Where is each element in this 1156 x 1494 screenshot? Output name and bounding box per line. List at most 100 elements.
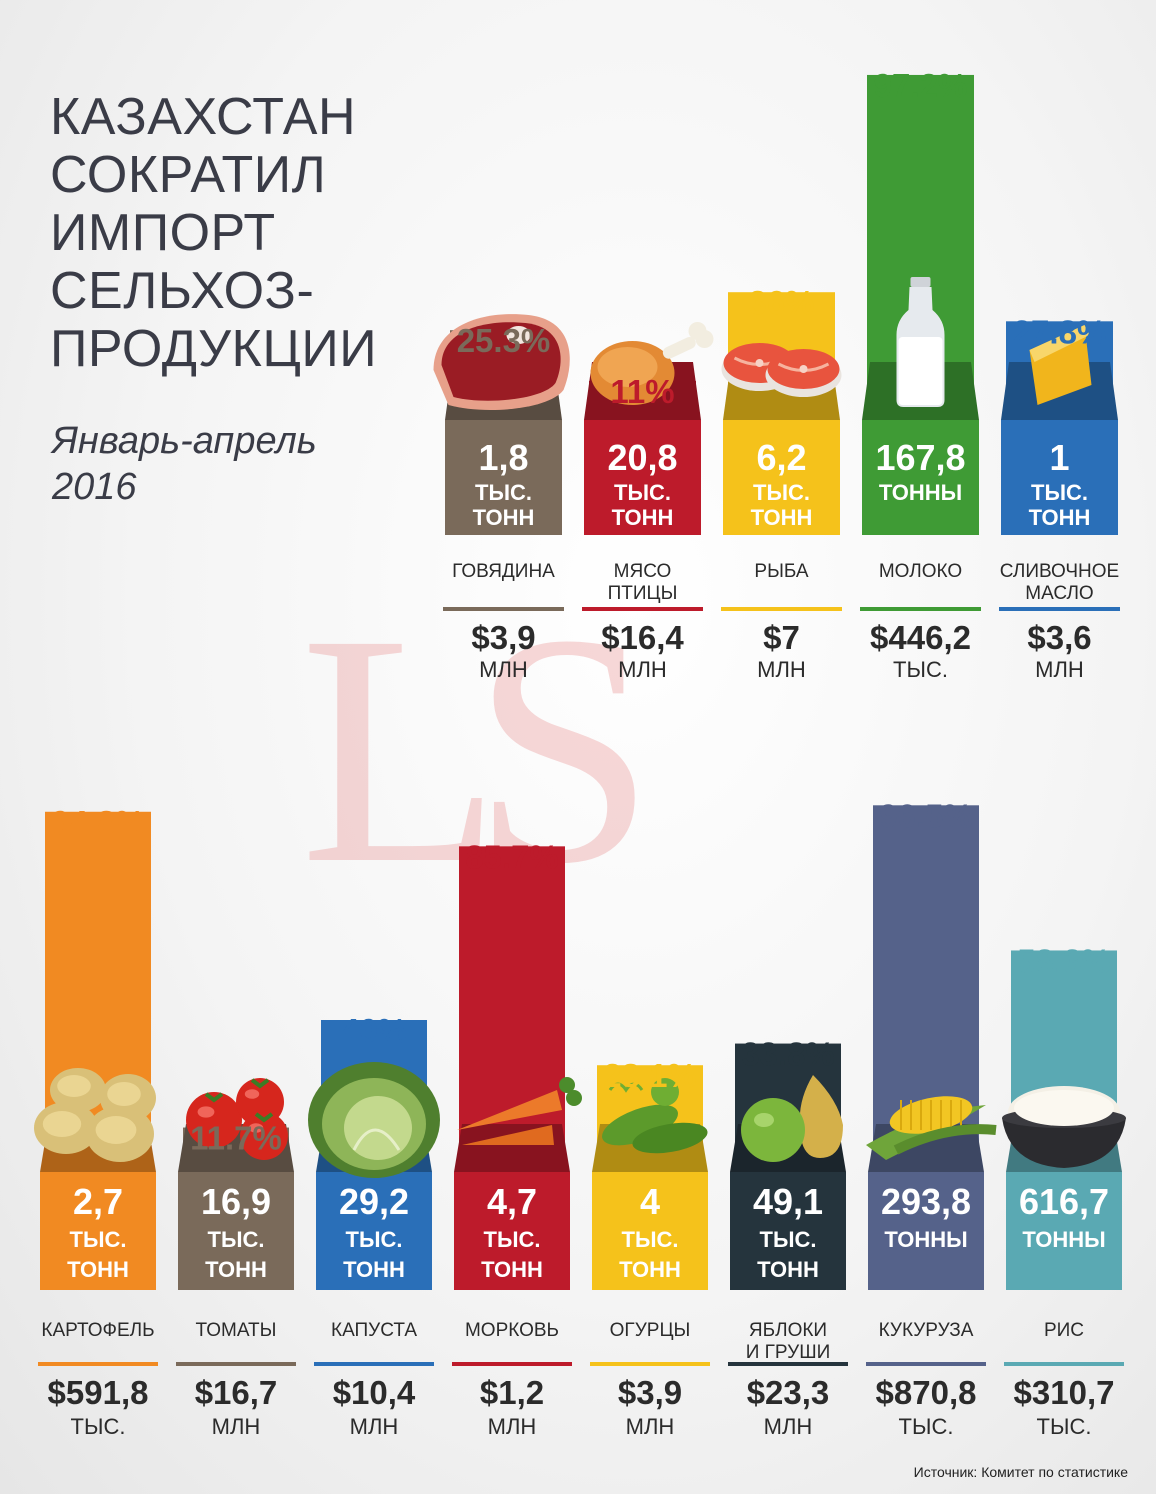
volume-box bbox=[1006, 1172, 1122, 1290]
category-underline bbox=[999, 607, 1120, 611]
category-label: МАСЛО bbox=[1025, 583, 1093, 604]
steak-icon bbox=[433, 314, 570, 410]
percent-label: 11% bbox=[610, 373, 674, 410]
source-note: Источник: Комитет по статистике bbox=[913, 1464, 1128, 1480]
volume-unit: ТОНН bbox=[612, 505, 674, 530]
chicken-leg-icon bbox=[590, 322, 714, 405]
cost-value: $310,7 bbox=[1014, 1374, 1115, 1411]
volume-unit: ТЫС. bbox=[614, 480, 671, 505]
title-line: СОКРАТИЛ bbox=[50, 146, 327, 204]
category-underline bbox=[728, 1362, 848, 1366]
category-underline bbox=[860, 607, 981, 611]
corn-icon bbox=[866, 1096, 997, 1160]
percent-label: 96.5% bbox=[879, 797, 973, 834]
bar-group: 94.8% 2,7 ТЫС. ТОНН КАРТОФЕЛЬ $591,8 ТЫС. bbox=[34, 804, 158, 1439]
volume-value: 49,1 bbox=[753, 1181, 823, 1222]
category-label: КУКУРУЗА bbox=[879, 1320, 974, 1341]
bar-group: 58.3% 616,7 ТОННЫ РИС $310,7 ТЫС. bbox=[1002, 942, 1126, 1439]
cost-unit: ТЫС. bbox=[893, 657, 948, 682]
salmon-steak-icon bbox=[721, 343, 842, 397]
volume-value: 1,8 bbox=[478, 437, 528, 478]
volume-value: 616,7 bbox=[1019, 1181, 1109, 1222]
category-underline bbox=[866, 1362, 986, 1366]
volume-value: 16,9 bbox=[201, 1181, 271, 1222]
category-underline bbox=[1004, 1362, 1124, 1366]
cabbage-icon bbox=[308, 1062, 440, 1178]
cost-value: $870,8 bbox=[876, 1374, 977, 1411]
volume-box bbox=[584, 420, 701, 535]
category-underline bbox=[452, 1362, 572, 1366]
percent-label: 28.1% bbox=[603, 1057, 697, 1094]
category-label: РЫБА bbox=[754, 561, 809, 582]
cost-value: $16,4 bbox=[601, 619, 684, 656]
milk-bottle-icon bbox=[896, 277, 945, 407]
period-line: 2016 bbox=[52, 466, 137, 508]
percent-label: 27.8% bbox=[1013, 313, 1107, 350]
cost-unit: МЛН bbox=[212, 1414, 261, 1439]
cost-unit: МЛН bbox=[757, 657, 806, 682]
volume-box bbox=[862, 420, 979, 535]
volume-value: 1 bbox=[1049, 437, 1069, 478]
volume-unit: ТЫС. bbox=[346, 1227, 403, 1252]
bar-group: 11.7% 16,9 ТЫС. ТОНН ТОМАТЫ $16,7 МЛН bbox=[176, 1078, 296, 1439]
category-label: МОЛОКО bbox=[879, 561, 962, 582]
cheese-icon bbox=[1029, 325, 1092, 405]
bar-group: 96.5% 293,8 ТОННЫ КУКУРУЗА $870,8 ТЫС. bbox=[866, 797, 997, 1439]
cost-value: $446,2 bbox=[870, 619, 971, 656]
volume-unit: ТОНН bbox=[343, 1257, 405, 1282]
title-line: ИМПОРТ bbox=[50, 204, 276, 262]
volume-box bbox=[723, 420, 840, 535]
volume-box bbox=[868, 1172, 984, 1290]
cucumber-icon bbox=[602, 1078, 708, 1154]
category-label: ГОВЯДИНА bbox=[452, 561, 555, 582]
bar-group: 85.7% 4,7 ТЫС. ТОНН МОРКОВЬ $1,2 МЛН bbox=[452, 838, 582, 1439]
cost-unit: МЛН bbox=[479, 657, 528, 682]
volume-value: 6,2 bbox=[756, 437, 806, 478]
cost-unit: ТЫС. bbox=[71, 1414, 126, 1439]
percent-label: 94.8% bbox=[51, 804, 145, 841]
volume-value: 20,8 bbox=[607, 437, 677, 478]
volume-box bbox=[454, 1172, 570, 1290]
volume-unit: ТЫС. bbox=[208, 1227, 265, 1252]
volume-value: 293,8 bbox=[881, 1181, 971, 1222]
category-label: МЯСО bbox=[614, 561, 672, 582]
title-line: ПРОДУКЦИИ bbox=[50, 320, 378, 378]
category-label: РИС bbox=[1044, 1320, 1084, 1341]
category-label: И ГРУШИ bbox=[746, 1342, 831, 1363]
volume-unit: ТОНН bbox=[619, 1257, 681, 1282]
infographic-title: КАЗАХСТАН СОКРАТИЛ ИМПОРТ СЕЛЬХОЗ- ПРОДУ… bbox=[50, 88, 377, 378]
volume-value: 4 bbox=[640, 1181, 660, 1222]
volume-value: 29,2 bbox=[339, 1181, 409, 1222]
cost-value: $1,2 bbox=[480, 1374, 544, 1411]
volume-unit: ТЫС. bbox=[1031, 480, 1088, 505]
percent-label: 36% bbox=[748, 284, 814, 321]
volume-unit: ТЫС. bbox=[622, 1227, 679, 1252]
carrot-icon bbox=[457, 1077, 582, 1145]
volume-box bbox=[1001, 420, 1118, 535]
title-line: КАЗАХСТАН bbox=[50, 88, 357, 146]
volume-unit: ТОНН bbox=[757, 1257, 819, 1282]
volume-unit: ТОННЫ bbox=[1022, 1227, 1105, 1252]
category-label: КАПУСТА bbox=[331, 1320, 417, 1341]
volume-unit: ТЫС. bbox=[753, 480, 810, 505]
volume-unit: ТОННЫ bbox=[879, 480, 962, 505]
category-label: ЯБЛОКИ bbox=[749, 1320, 827, 1341]
cost-value: $591,8 bbox=[48, 1374, 149, 1411]
cost-unit: МЛН bbox=[488, 1414, 537, 1439]
bar-group: 40% 29,2 ТЫС. ТОНН КАПУСТА $10,4 МЛН bbox=[308, 1012, 440, 1439]
bottom-chart: 94.8%2,7ТЫС.ТОННКАРТОФЕЛЬ$591,8ТЫС.11.7%… bbox=[34, 797, 1126, 1439]
percent-label: 25.3% bbox=[457, 322, 551, 359]
category-label: СЛИВОЧНОЕ bbox=[1000, 561, 1119, 582]
category-label: ТОМАТЫ bbox=[196, 1320, 277, 1341]
volume-box bbox=[40, 1172, 156, 1290]
volume-unit: ТОНН bbox=[481, 1257, 543, 1282]
cost-unit: МЛН bbox=[1035, 657, 1084, 682]
volume-box bbox=[178, 1172, 294, 1290]
cost-value: $3,6 bbox=[1027, 619, 1091, 656]
category-underline bbox=[314, 1362, 434, 1366]
volume-unit: ТЫС. bbox=[475, 480, 532, 505]
